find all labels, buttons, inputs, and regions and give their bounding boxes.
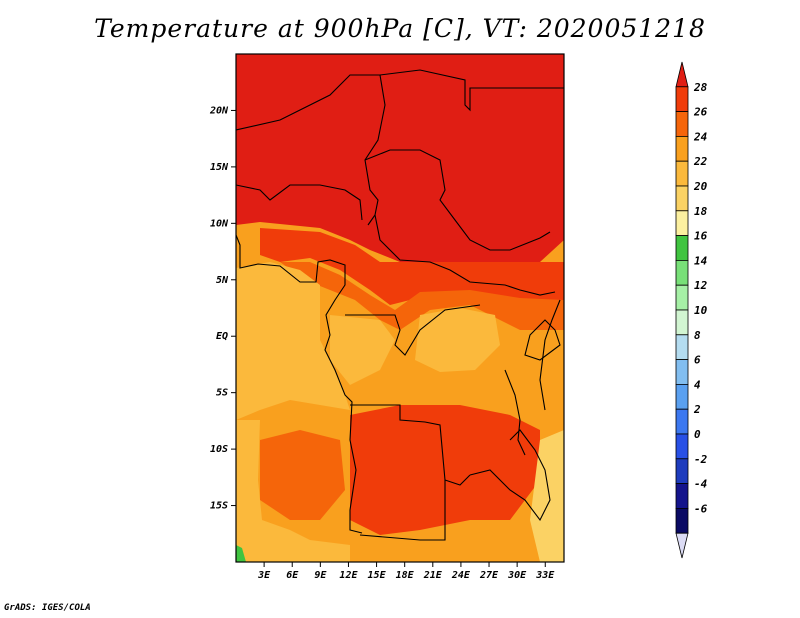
y-tick-label: 10N — [210, 218, 229, 229]
colorbar-label: 14 — [694, 254, 708, 267]
colorbar-label: 16 — [694, 230, 708, 243]
field-congo-east — [415, 308, 500, 372]
border-9 — [469, 429, 551, 522]
border-8 — [359, 480, 446, 541]
colorbar-segment — [675, 86, 689, 113]
field-central-warm — [260, 228, 564, 305]
colorbar-label: 26 — [693, 106, 708, 119]
colorbar-label: 20 — [693, 180, 708, 193]
x-tick-label: 24E — [451, 570, 471, 581]
colorbar-segment — [675, 235, 689, 261]
border-3 — [364, 149, 551, 251]
colorbar-label: 12 — [694, 279, 708, 292]
colorbar-segment — [675, 458, 689, 484]
colorbar-top-triangle — [675, 61, 689, 88]
colorbar-segment — [675, 160, 689, 187]
colorbar-segment — [675, 359, 689, 385]
grads-credit: GrADS: IGES/COLA — [4, 603, 91, 613]
map-title: Temperature at 900hPa [C], VT: 202005121… — [94, 14, 706, 43]
colorbar-segment — [675, 210, 689, 237]
colorbar-segment — [675, 383, 689, 410]
x-tick-label: 6E — [286, 570, 299, 581]
x-tick-label: 9E — [314, 570, 327, 581]
colorbar-label: -6 — [694, 502, 708, 515]
colorbar-label: 24 — [693, 130, 708, 143]
x-tick-label: 12E — [339, 570, 358, 581]
colorbar-segment — [675, 334, 689, 360]
field-congo-cool — [330, 315, 395, 385]
colorbar-segment — [675, 507, 689, 534]
plot-frame — [235, 53, 565, 563]
colorbar-label: 6 — [694, 354, 701, 367]
field-southeast-cool — [530, 430, 564, 562]
y-tick-label: 5N — [216, 275, 229, 286]
y-tick-label: 15S — [210, 501, 228, 512]
field-south-west — [260, 430, 345, 520]
colorbar-segment — [675, 135, 689, 162]
coastline-west — [236, 234, 363, 534]
field-north-hot — [236, 54, 564, 262]
colorbar-label: 2 — [693, 403, 701, 416]
colorbar-segment — [675, 408, 689, 435]
colorbar-segment — [675, 259, 689, 286]
colorbar-bottom-triangle — [675, 532, 689, 559]
x-tick-label: 3E — [257, 570, 271, 581]
x-tick-label: 15E — [368, 570, 387, 581]
x-tick-label: 27E — [479, 570, 499, 581]
border-5 — [236, 184, 363, 221]
y-tick-label: 10S — [210, 444, 228, 455]
country-borders — [236, 69, 564, 541]
colorbar-label: 4 — [694, 378, 701, 391]
x-tick-label: 33E — [535, 570, 555, 581]
colorbar-segment — [675, 483, 689, 509]
colorbar-segment — [675, 111, 689, 137]
colorbar-segment — [675, 433, 689, 460]
field-orange-band — [280, 262, 564, 330]
border-2 — [379, 69, 564, 112]
colorbar-label: 22 — [693, 155, 708, 168]
border-4 — [374, 214, 556, 296]
colorbar-label: 28 — [693, 81, 708, 94]
colorbar-label: 18 — [694, 205, 708, 218]
colorbar-label: -2 — [694, 453, 708, 466]
colorbar-label: -4 — [694, 478, 708, 491]
border-7 — [350, 404, 471, 486]
colorbar-segment — [675, 284, 689, 311]
lake-1 — [504, 369, 526, 456]
y-axis: 20N 15N 10N 5N EQ 5S 10S 15S — [209, 105, 236, 512]
field-west-cool — [236, 262, 350, 420]
x-axis: 3E 6E 9E 12E 15E 18E 21E 24E 27E 30E 33E — [257, 562, 555, 581]
colorbar-segment — [675, 185, 689, 212]
colorbar-segment — [675, 309, 689, 336]
field-southwest-coast — [236, 420, 350, 562]
colorbar-label: 8 — [694, 329, 701, 342]
x-tick-label: 21E — [423, 570, 443, 581]
y-tick-label: 15N — [210, 162, 229, 173]
temperature-field — [236, 54, 564, 562]
x-tick-label: 30E — [507, 570, 527, 581]
colorbar-label: 0 — [694, 428, 701, 441]
border-6 — [345, 304, 481, 356]
field-corner-cold — [236, 545, 246, 562]
border-10 — [524, 319, 561, 361]
y-tick-label: 20N — [209, 105, 229, 116]
field-south-hot — [350, 405, 540, 535]
y-tick-label: EQ — [216, 331, 228, 342]
border-11 — [539, 299, 561, 411]
colorbar-label: 10 — [694, 304, 708, 317]
y-tick-label: 5S — [216, 388, 228, 399]
x-tick-label: 18E — [396, 570, 415, 581]
border-1 — [236, 74, 386, 226]
